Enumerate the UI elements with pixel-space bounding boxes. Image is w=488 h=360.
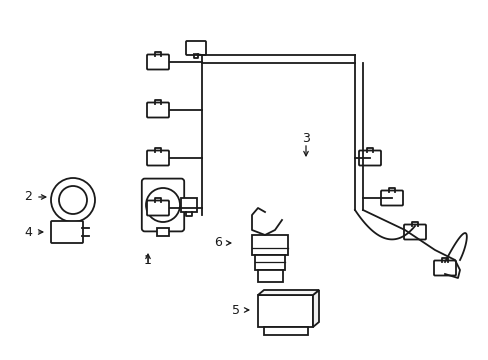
Bar [258, 270, 283, 282]
Polygon shape [258, 290, 318, 295]
Text: 4: 4 [24, 225, 32, 238]
FancyBboxPatch shape [142, 179, 184, 231]
Bar [254, 255, 285, 270]
FancyBboxPatch shape [403, 225, 425, 239]
Text: 3: 3 [302, 131, 309, 144]
Bar [181, 198, 197, 212]
FancyBboxPatch shape [380, 190, 402, 206]
Bar [258, 295, 312, 327]
FancyBboxPatch shape [147, 54, 169, 69]
Bar [251, 235, 287, 255]
FancyBboxPatch shape [185, 41, 205, 55]
FancyBboxPatch shape [358, 150, 380, 166]
Bar [157, 228, 169, 237]
Polygon shape [312, 290, 318, 327]
FancyBboxPatch shape [51, 221, 83, 243]
Text: 2: 2 [24, 190, 32, 203]
Text: 6: 6 [214, 237, 222, 249]
Text: 1: 1 [144, 253, 152, 266]
FancyBboxPatch shape [433, 261, 455, 275]
FancyBboxPatch shape [147, 201, 169, 216]
Text: 5: 5 [231, 303, 240, 316]
FancyBboxPatch shape [147, 150, 169, 166]
FancyBboxPatch shape [147, 103, 169, 117]
Bar [263, 327, 307, 335]
